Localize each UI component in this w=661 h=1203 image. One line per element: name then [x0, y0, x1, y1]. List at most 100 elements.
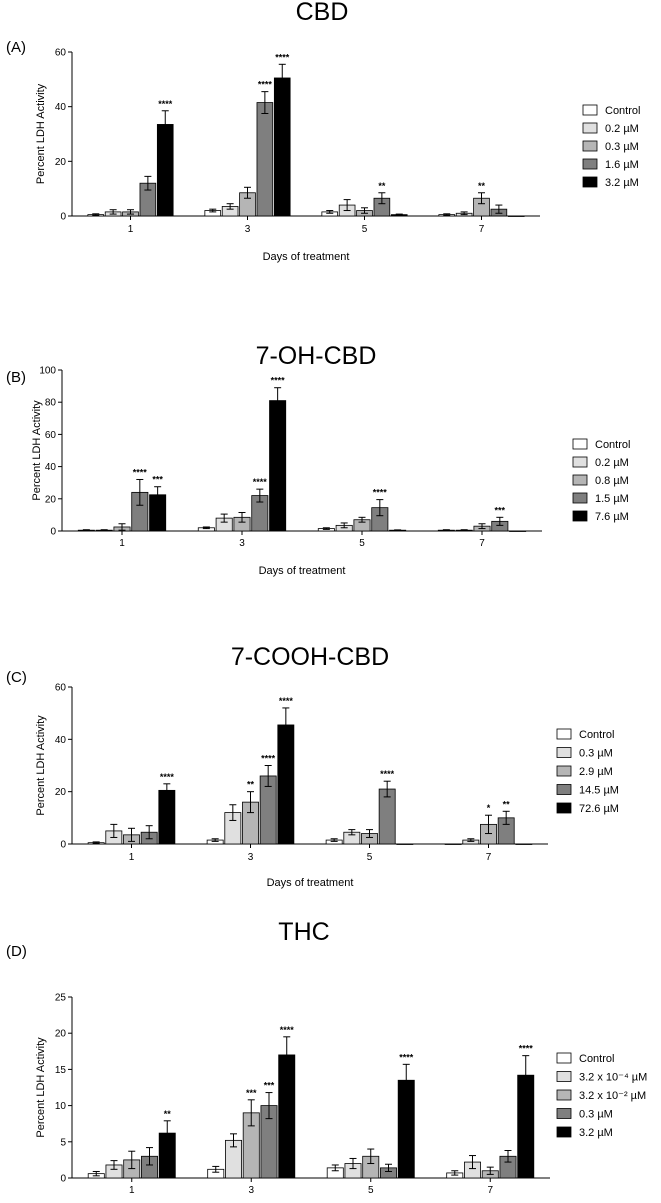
- bar: [507, 215, 525, 217]
- legend-label: 14.5 µM: [579, 785, 619, 797]
- x-tick-label: 3: [248, 852, 254, 863]
- y-tick-label: 80: [45, 398, 57, 409]
- legend-swatch: [556, 802, 572, 814]
- legend-label: 7.6 µM: [595, 511, 629, 523]
- y-tick-label: 40: [55, 735, 67, 746]
- significance-label: ****: [275, 52, 290, 62]
- bar: [158, 789, 176, 845]
- legend-label: 3.2 x 10⁻² µM: [579, 1090, 646, 1102]
- bar: [515, 843, 533, 845]
- significance-label: ****: [261, 754, 276, 764]
- legend-swatch: [572, 438, 588, 450]
- panel-label: (C): [6, 669, 27, 686]
- significance-label: **: [247, 780, 255, 790]
- y-tick-label: 40: [55, 102, 67, 113]
- x-tick-label: 5: [368, 1185, 374, 1196]
- legend-label: 1.5 µM: [595, 493, 629, 505]
- chart-svg: THC (D) 0 5 10 15 20 25 Percent LDH Activity 1 ** 3…: [6, 918, 647, 1196]
- x-axis-label: Days of treatment: [263, 251, 350, 263]
- legend-label: 0.8 µM: [595, 475, 629, 487]
- x-tick-label: 5: [359, 538, 365, 549]
- chart-title: 7-COOH-CBD: [231, 643, 389, 671]
- bar: [269, 400, 287, 532]
- significance-label: ***: [264, 1081, 275, 1091]
- x-tick-label: 7: [487, 1185, 493, 1196]
- significance-label: ***: [246, 1088, 257, 1098]
- legend-label: 0.3 µM: [605, 141, 639, 153]
- legend-swatch: [582, 140, 598, 152]
- x-tick-label: 1: [128, 224, 134, 235]
- legend-swatch: [572, 456, 588, 468]
- legend-swatch: [572, 492, 588, 504]
- bar: [396, 843, 414, 845]
- legend-label: 0.3 µM: [579, 1109, 613, 1121]
- legend-label: Control: [579, 729, 614, 741]
- x-tick-label: 7: [486, 852, 492, 863]
- y-tick-label: 20: [55, 787, 67, 798]
- x-tick-label: 5: [367, 852, 373, 863]
- chart-title: THC: [278, 918, 329, 946]
- y-tick-label: 0: [60, 840, 66, 851]
- significance-label: ****: [158, 99, 173, 109]
- legend-swatch: [556, 1052, 572, 1064]
- panel-label: (A): [6, 39, 26, 56]
- x-axis-label: Days of treatment: [259, 565, 346, 577]
- legend-label: 0.3 µM: [579, 748, 613, 760]
- x-tick-label: 3: [248, 1185, 254, 1196]
- legend-swatch: [556, 1108, 572, 1119]
- x-tick-label: 1: [119, 538, 125, 549]
- legend-swatch: [582, 176, 598, 188]
- y-tick-label: 0: [50, 527, 56, 538]
- legend-label: 3.2 µM: [579, 1127, 613, 1139]
- legend-swatch: [572, 474, 588, 486]
- legend-label: Control: [605, 105, 640, 117]
- legend-swatch: [556, 728, 572, 740]
- y-tick-label: 20: [45, 494, 57, 505]
- chart-title: CBD: [296, 0, 349, 26]
- chart-svg: 7-OH-CBD (B) 0 20 40 60 80 100 Percent LDH Activ…: [6, 342, 630, 577]
- x-tick-label: 1: [129, 852, 135, 863]
- significance-label: **: [164, 1109, 172, 1119]
- legend-label: 2.9 µM: [579, 766, 613, 778]
- significance-label: ****: [373, 488, 388, 498]
- chart-svg: 7-COOH-CBD (C) 0 20 40 60 Percent LDH Activity…: [6, 643, 619, 889]
- legend-swatch: [556, 1089, 572, 1101]
- significance-label: ***: [152, 475, 163, 485]
- x-axis-label: Days of treatment: [267, 877, 354, 889]
- significance-label: ****: [519, 1044, 534, 1054]
- legend-label: 0.2 µM: [605, 123, 639, 135]
- panel-label: (D): [6, 943, 27, 960]
- bar: [273, 77, 291, 217]
- y-tick-label: 20: [55, 1029, 67, 1040]
- significance-label: ****: [160, 772, 175, 782]
- y-tick-label: 60: [45, 430, 57, 441]
- significance-label: ****: [380, 769, 395, 779]
- y-tick-label: 60: [55, 683, 67, 694]
- significance-label: ****: [253, 477, 268, 487]
- y-tick-label: 20: [55, 157, 67, 168]
- y-tick-label: 15: [55, 1065, 67, 1076]
- x-tick-label: 5: [362, 224, 368, 235]
- bar: [509, 530, 527, 532]
- chart-panel-a: CBD (A) 0 20 40 60 Percent LDH Activity 1 **** 3 *…: [0, 0, 661, 300]
- legend-swatch: [582, 158, 598, 170]
- bar: [444, 843, 462, 845]
- significance-label: ****: [279, 696, 294, 706]
- y-tick-label: 25: [55, 993, 67, 1004]
- legend-swatch: [556, 784, 572, 795]
- chart-panel-c: 7-COOH-CBD (C) 0 20 40 60 Percent LDH Activity…: [0, 610, 661, 910]
- x-tick-label: 1: [129, 1185, 135, 1196]
- y-tick-label: 60: [55, 48, 67, 59]
- significance-label: **: [378, 181, 386, 191]
- legend-label: 3.2 µM: [605, 177, 639, 189]
- y-axis-label: Percent LDH Activity: [31, 400, 43, 501]
- legend-swatch: [572, 510, 588, 522]
- significance-label: *: [487, 803, 491, 813]
- y-tick-label: 40: [45, 462, 57, 473]
- legend-swatch: [556, 747, 572, 758]
- significance-label: ****: [133, 467, 148, 477]
- significance-label: **: [503, 799, 511, 809]
- legend-label: Control: [595, 439, 630, 451]
- chart-panel-b: 7-OH-CBD (B) 0 20 40 60 80 100 Percent LDH Activ…: [0, 300, 661, 610]
- legend-label: Control: [579, 1053, 614, 1065]
